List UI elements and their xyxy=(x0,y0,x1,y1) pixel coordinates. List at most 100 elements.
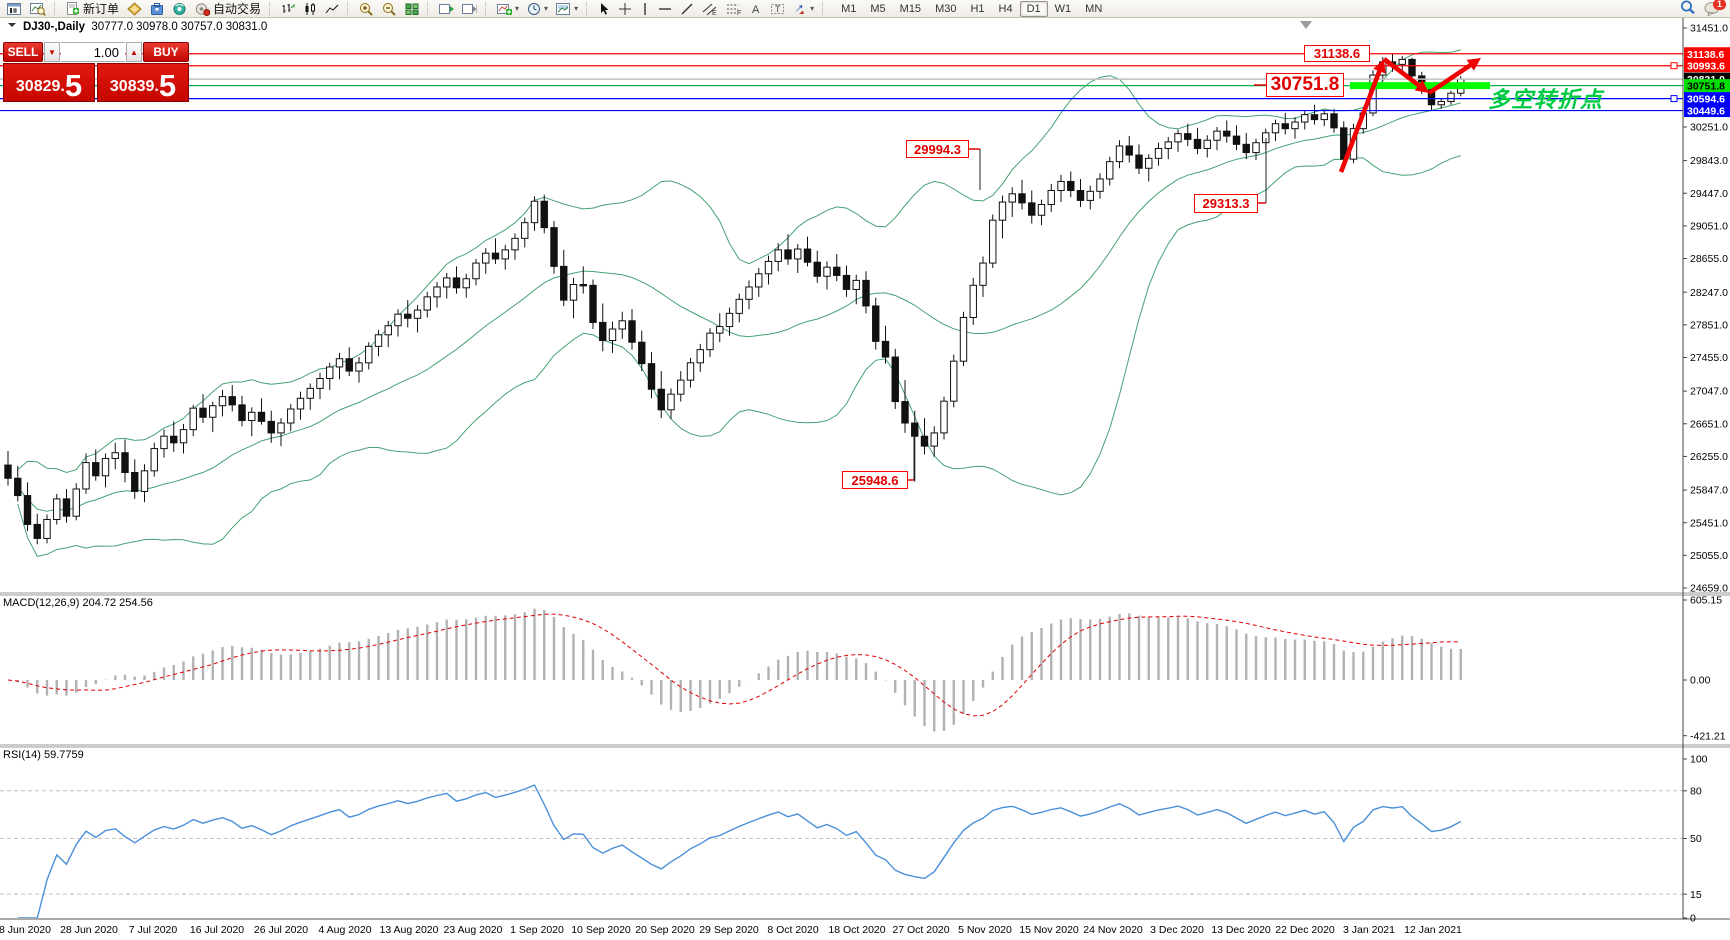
new-chart-button[interactable] xyxy=(3,0,26,18)
zoom-in-icon xyxy=(359,2,374,16)
volume-decrease-button[interactable]: ▼ xyxy=(44,42,60,62)
add-indicator-button[interactable]: ▾ xyxy=(493,0,523,18)
autoscroll-icon xyxy=(439,2,455,16)
chart-shift-marker[interactable] xyxy=(1300,21,1312,29)
timeframe-M15[interactable]: M15 xyxy=(899,2,922,15)
one-click-trading-panel: SELL ▼ ▲ BUY 30829.5 30839.5 xyxy=(3,42,189,102)
date-label: 3 Jan 2021 xyxy=(1343,924,1395,936)
bid-int: 30829. xyxy=(15,78,65,95)
timeframe-group: M1 M5 M15 M30 H1 H4 D1 W1 MN xyxy=(834,0,1109,17)
period-button[interactable]: ▾ xyxy=(523,0,552,18)
timeframe-M30[interactable]: M30 xyxy=(935,2,957,15)
price-annotation-box[interactable]: 31138.6 xyxy=(1304,45,1370,62)
svg-text:25847.0: 25847.0 xyxy=(1690,485,1728,497)
autotrading-button[interactable]: 自动交易 xyxy=(191,0,265,18)
ask-price-display[interactable]: 30839. 5 xyxy=(97,63,189,102)
svg-text:30449.6: 30449.6 xyxy=(1687,106,1725,118)
timeframe-H1[interactable]: H1 xyxy=(970,2,985,15)
svg-text:T: T xyxy=(775,4,781,14)
timeframe-M1[interactable]: M1 xyxy=(841,2,857,15)
turning-point-label[interactable]: 多空转折点 xyxy=(1488,87,1604,112)
crosshair-tool-button[interactable] xyxy=(614,0,636,18)
trend-arrow-head xyxy=(1466,58,1481,71)
price-annotation-box[interactable]: 25948.6 xyxy=(842,471,908,489)
price-pane xyxy=(4,49,1465,557)
templates-button[interactable]: ▾ xyxy=(552,0,582,18)
svg-text:0.00: 0.00 xyxy=(1690,675,1711,687)
profiles-button[interactable] xyxy=(26,0,50,18)
date-label: 8 Jun 2020 xyxy=(0,924,51,936)
rsi-line xyxy=(17,784,1462,918)
svg-text:25451.0: 25451.0 xyxy=(1690,517,1728,529)
market-watch-button[interactable] xyxy=(168,0,191,18)
price-annotation-box[interactable]: 29313.3 xyxy=(1194,194,1258,213)
date-label: 23 Aug 2020 xyxy=(443,924,503,936)
dropdown-caret-icon: ▾ xyxy=(810,3,815,13)
text-tool-button[interactable]: A xyxy=(746,0,766,18)
bollinger-middle xyxy=(17,102,1461,512)
dropdown-caret-icon: ▾ xyxy=(574,3,579,13)
macd-signal-line xyxy=(7,613,1461,717)
price-annotation-box[interactable]: 30751.8 xyxy=(1266,73,1344,97)
text-label-tool-button[interactable]: T xyxy=(766,0,789,18)
trend-arrow[interactable] xyxy=(1382,57,1421,87)
toolbox-button[interactable] xyxy=(146,0,168,18)
timeframe-MN[interactable]: MN xyxy=(1085,2,1103,15)
volume-increase-button[interactable]: ▲ xyxy=(126,42,142,62)
trend-arrow[interactable] xyxy=(1427,63,1472,95)
cursor-tool-button[interactable] xyxy=(594,0,614,18)
channel-tool-button[interactable]: E xyxy=(698,0,722,18)
trendline-tool-button[interactable] xyxy=(676,0,698,18)
new-order-button[interactable]: 新订单 xyxy=(62,0,123,18)
chart-shift-button[interactable] xyxy=(458,0,481,18)
candlestick-icon xyxy=(303,2,317,16)
svg-text:27851.0: 27851.0 xyxy=(1690,319,1728,331)
bar-chart-mode-button[interactable] xyxy=(277,0,299,18)
line-chart-mode-button[interactable] xyxy=(321,0,343,18)
timeframe-D1[interactable]: D1 xyxy=(1019,0,1048,17)
arrows-tool-button[interactable]: ▾ xyxy=(789,0,818,18)
date-label: 12 Jan 2021 xyxy=(1404,924,1462,936)
hline-handle[interactable] xyxy=(1670,95,1678,103)
notifications-button[interactable]: 1 xyxy=(1704,0,1726,17)
horizontal-line-tool-button[interactable] xyxy=(654,0,676,18)
hline-handle[interactable] xyxy=(1670,62,1678,70)
add-indicator-icon xyxy=(497,2,513,16)
search-button[interactable] xyxy=(1680,0,1696,18)
date-label: 20 Sep 2020 xyxy=(635,924,695,936)
new-order-icon xyxy=(66,1,80,16)
timeframe-H4[interactable]: H4 xyxy=(998,2,1013,15)
sell-button[interactable]: SELL xyxy=(3,42,43,62)
timeframe-W1[interactable]: W1 xyxy=(1054,2,1072,15)
candlestick-mode-button[interactable] xyxy=(299,0,321,18)
date-label: 22 Dec 2020 xyxy=(1275,924,1335,936)
chart-symbol: DJ30-,Daily xyxy=(23,21,86,33)
zoom-out-button[interactable] xyxy=(378,0,401,18)
line-chart-icon xyxy=(325,2,339,16)
axis-badge xyxy=(1684,59,1730,73)
volume-input[interactable] xyxy=(61,42,125,62)
axis-badge xyxy=(1684,104,1730,118)
zoom-in-button[interactable] xyxy=(355,0,378,18)
chart-shift-icon xyxy=(462,2,478,16)
timeframe-M5[interactable]: M5 xyxy=(870,2,886,15)
trend-arrow[interactable] xyxy=(1338,70,1382,173)
vertical-line-tool-button[interactable] xyxy=(636,0,654,18)
fibonacci-tool-button[interactable]: F xyxy=(722,0,746,18)
autoscroll-button[interactable] xyxy=(435,0,458,18)
svg-text:29843.0: 29843.0 xyxy=(1690,155,1728,167)
metaeditor-button[interactable] xyxy=(123,0,146,18)
trendline-icon xyxy=(680,2,694,16)
new-order-label: 新订单 xyxy=(83,2,120,16)
date-label: 10 Sep 2020 xyxy=(571,924,631,936)
clock-icon xyxy=(527,2,541,16)
svg-text:0: 0 xyxy=(1690,913,1696,925)
bid-price-display[interactable]: 30829. 5 xyxy=(3,63,95,102)
svg-text:15: 15 xyxy=(1690,889,1702,901)
tile-windows-button[interactable] xyxy=(401,0,423,18)
svg-text:100: 100 xyxy=(1690,754,1708,766)
svg-text:27047.0: 27047.0 xyxy=(1690,386,1728,398)
price-annotation-box[interactable]: 29994.3 xyxy=(906,140,969,158)
buy-button[interactable]: BUY xyxy=(143,42,189,62)
